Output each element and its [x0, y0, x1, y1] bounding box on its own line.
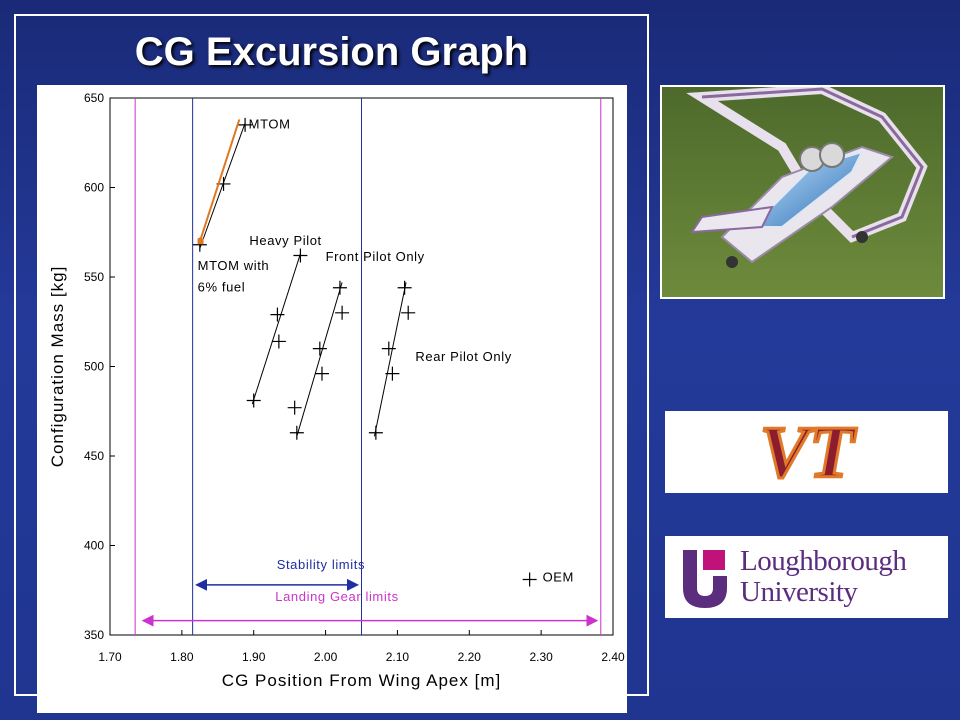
slide-title: CG Excursion Graph [134, 30, 529, 74]
y-tick-label: 650 [84, 91, 104, 105]
y-tick-label: 500 [84, 360, 104, 374]
y-axis-label: Configuration Mass [kg] [48, 266, 67, 468]
cg-excursion-chart: 1.70 1.80 1.90 2.00 2.10 2.20 2.30 2.40 350 400 45… [48, 91, 625, 690]
chart-panel: 1.70 1.80 1.90 2.00 2.10 2.20 2.30 2.40 350 400 45… [37, 85, 627, 713]
y-tick-label: 550 [84, 270, 104, 284]
mtom-with-6-fuel-point [197, 238, 204, 245]
annotation-front-pilot-only: Front Pilot Only [326, 249, 425, 264]
front-pilot-only-point [312, 341, 327, 356]
heavy-pilot-point [293, 248, 308, 263]
x-tick-label: 1.70 [98, 650, 122, 664]
annotation-mtom: MTOM [249, 116, 291, 131]
university-word: University [740, 576, 858, 608]
annotation-mtom-with: MTOM with [198, 258, 270, 273]
front-pilot-only-point [332, 280, 347, 295]
y-tick-label: 600 [84, 181, 104, 195]
rear-pilot-only-trend-line [373, 282, 407, 437]
annotation-6-fuel: 6% fuel [198, 279, 246, 294]
annotation-heavy-pilot: Heavy Pilot [249, 233, 321, 248]
loughborough-university-logo: Loughborough University [665, 536, 948, 618]
mtom-point [238, 117, 253, 132]
x-tick-label: 2.00 [314, 650, 338, 664]
y-tick-label: 400 [84, 539, 104, 553]
rear-pilot-only-point [397, 280, 412, 295]
loughborough-crest-icon [683, 550, 727, 608]
loughborough-wordmark: Loughborough University [740, 545, 907, 608]
oem-point [522, 572, 537, 587]
front-pilot-only-trend-line [296, 282, 343, 437]
x-tick-label: 1.80 [170, 650, 194, 664]
rear-pilot-only-point [381, 341, 396, 356]
x-tick-label: 2.20 [458, 650, 482, 664]
loughborough-word: Loughborough [740, 545, 907, 577]
y-tick-label: 450 [84, 449, 104, 463]
annotation-stability-limits: Stability limits [277, 557, 365, 572]
virginia-tech-logo: VT [665, 411, 948, 496]
x-tick-label: 1.90 [242, 650, 266, 664]
y-tick-label: 350 [84, 628, 104, 642]
x-axis-label: CG Position From Wing Apex [m] [222, 671, 501, 690]
mtom-trend-line [199, 122, 246, 249]
heavy-pilot-point [246, 393, 261, 408]
heavy-pilot-point [270, 307, 285, 322]
annotation-landing-gear-limits: Landing Gear limits [275, 589, 398, 604]
heavy-pilot-trend-line [251, 253, 301, 405]
x-tick-label: 2.30 [529, 650, 553, 664]
annotation-rear-pilot-only: Rear Pilot Only [415, 349, 511, 364]
rear-pilot-only-point [368, 425, 383, 440]
aircraft-render-image [660, 85, 945, 299]
front-pilot-only-point [289, 425, 304, 440]
front-pilot-only-point [335, 305, 350, 320]
rear-pilot-only-point [401, 305, 416, 320]
x-tick-label: 2.40 [601, 650, 625, 664]
mtom-with-6-fuel-trend-line [199, 119, 241, 240]
heavy-pilot-point [271, 334, 286, 349]
vt-logo-text: VT [760, 412, 857, 493]
rear-pilot-only-point [385, 366, 400, 381]
front-pilot-only-point [287, 400, 302, 415]
front-pilot-only-point [314, 366, 329, 381]
annotation-oem: OEM [543, 569, 574, 584]
x-tick-label: 2.10 [386, 650, 410, 664]
